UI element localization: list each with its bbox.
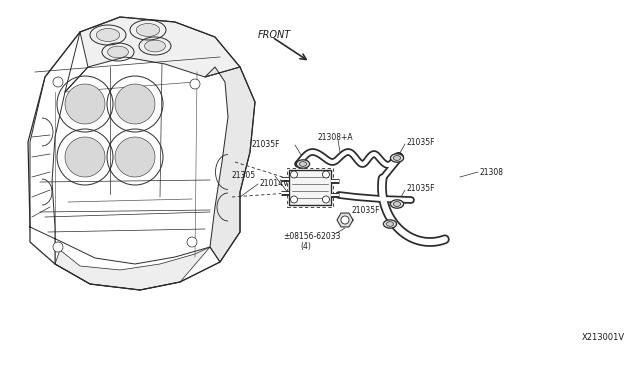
Text: ±08156-62033: ±08156-62033 — [283, 231, 340, 241]
Ellipse shape — [96, 29, 120, 42]
Ellipse shape — [394, 202, 401, 206]
Text: 21014V: 21014V — [260, 179, 289, 187]
Circle shape — [115, 84, 155, 124]
Text: 21305: 21305 — [232, 170, 256, 180]
Polygon shape — [55, 247, 210, 290]
Circle shape — [190, 79, 200, 89]
Circle shape — [291, 171, 298, 178]
Text: 21035F: 21035F — [407, 183, 435, 192]
Circle shape — [291, 196, 298, 203]
Ellipse shape — [145, 40, 165, 52]
Ellipse shape — [390, 200, 404, 208]
Circle shape — [323, 196, 330, 203]
Circle shape — [53, 77, 63, 87]
Circle shape — [323, 171, 330, 178]
Polygon shape — [205, 67, 255, 262]
Ellipse shape — [387, 222, 394, 227]
Circle shape — [341, 216, 349, 224]
Ellipse shape — [108, 46, 129, 58]
Text: (4): (4) — [300, 241, 311, 250]
Text: 21308: 21308 — [480, 167, 504, 176]
Ellipse shape — [394, 155, 401, 160]
Text: FRONT: FRONT — [258, 30, 291, 40]
Text: 21308+A: 21308+A — [318, 132, 354, 141]
Text: 21035F: 21035F — [407, 138, 435, 147]
Text: 21035F: 21035F — [252, 140, 280, 148]
Ellipse shape — [383, 220, 397, 228]
Ellipse shape — [390, 154, 404, 162]
Ellipse shape — [296, 160, 310, 168]
Ellipse shape — [300, 161, 307, 166]
Polygon shape — [30, 32, 220, 290]
Circle shape — [53, 242, 63, 252]
Polygon shape — [65, 17, 240, 92]
Bar — [289, 170, 331, 205]
Ellipse shape — [136, 23, 160, 36]
Circle shape — [65, 84, 105, 124]
Circle shape — [115, 137, 155, 177]
Circle shape — [187, 237, 197, 247]
Polygon shape — [337, 213, 353, 227]
Text: 21035F: 21035F — [351, 205, 380, 215]
Text: X213001V: X213001V — [582, 333, 625, 342]
Circle shape — [65, 137, 105, 177]
